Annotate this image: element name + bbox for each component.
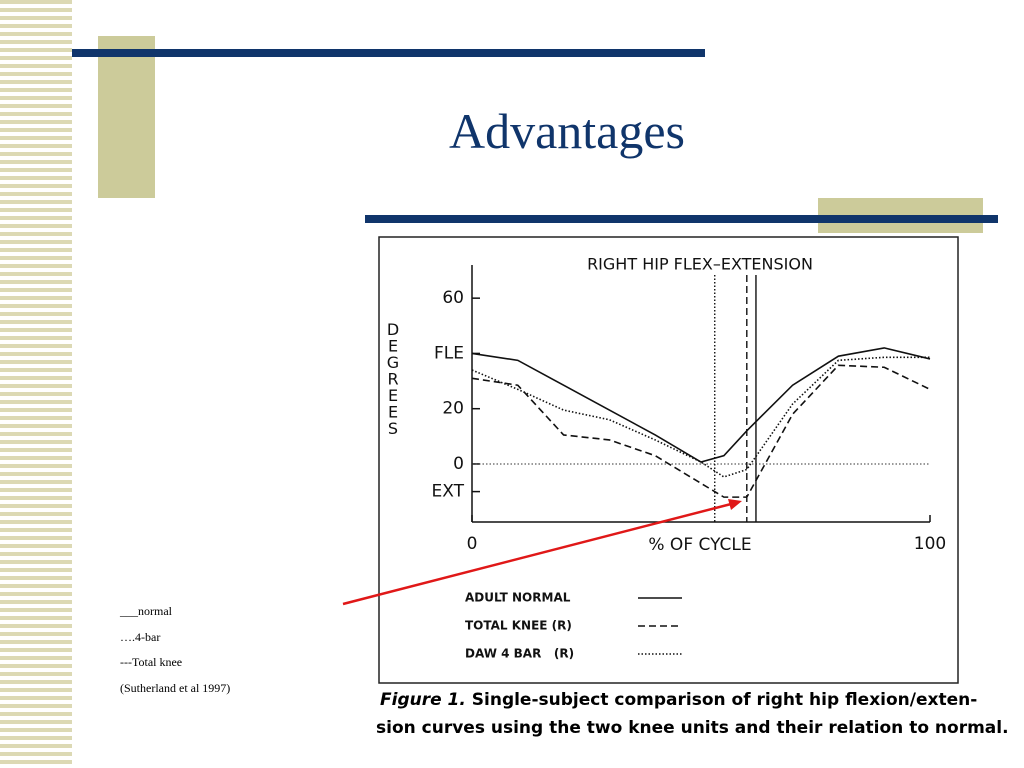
chart-title: RIGHT HIP FLEX–EXTENSION [587,255,813,274]
mid-rule [365,215,998,223]
top-rule [72,49,705,57]
legend-label: DAW 4 BAR (R) [465,647,574,661]
note: ---Total knee [120,655,182,669]
y-tick-label: EXT [432,482,465,502]
notes: ___normal ….4-bar ---Total knee (Sutherl… [119,604,230,695]
note: (Sutherland et al 1997) [120,681,230,695]
figure-frame [378,236,959,684]
x-axis-label: % OF CYCLE [648,535,751,555]
figure: RIGHT HIP FLEX–EXTENSION % OF CYCLE Figu… [376,233,1009,745]
y-tick-label: 20 [442,399,464,419]
x-tick-label: 0 [467,534,478,554]
legend-label: ADULT NORMAL [465,591,571,605]
legend-label: TOTAL KNEE (R) [465,619,572,633]
series-line [471,356,930,478]
series-line [471,347,931,463]
accent-block [98,36,155,198]
caption-line: Single-subject comparison of right hip f… [472,690,978,710]
caption-line: sion curves using the two knee units and… [376,718,1009,738]
series-line [471,364,931,498]
y-tick-label: FLE [434,343,464,363]
y-tick-label: 0 [453,454,464,474]
slide-title: Advantages [449,103,685,159]
pointer-arrow [342,501,736,606]
x-tick-label: 100 [914,534,946,554]
arrow-head [728,499,742,510]
caption: Figure 1. Single-subject comparison of r… [380,690,977,710]
note: ….4-bar [120,630,160,644]
stripe-bar [0,0,72,768]
caption-label: Figure 1. [380,690,466,710]
figure-bg [376,233,984,745]
note: ___normal [119,604,173,618]
y-tick-label: 60 [442,288,464,308]
